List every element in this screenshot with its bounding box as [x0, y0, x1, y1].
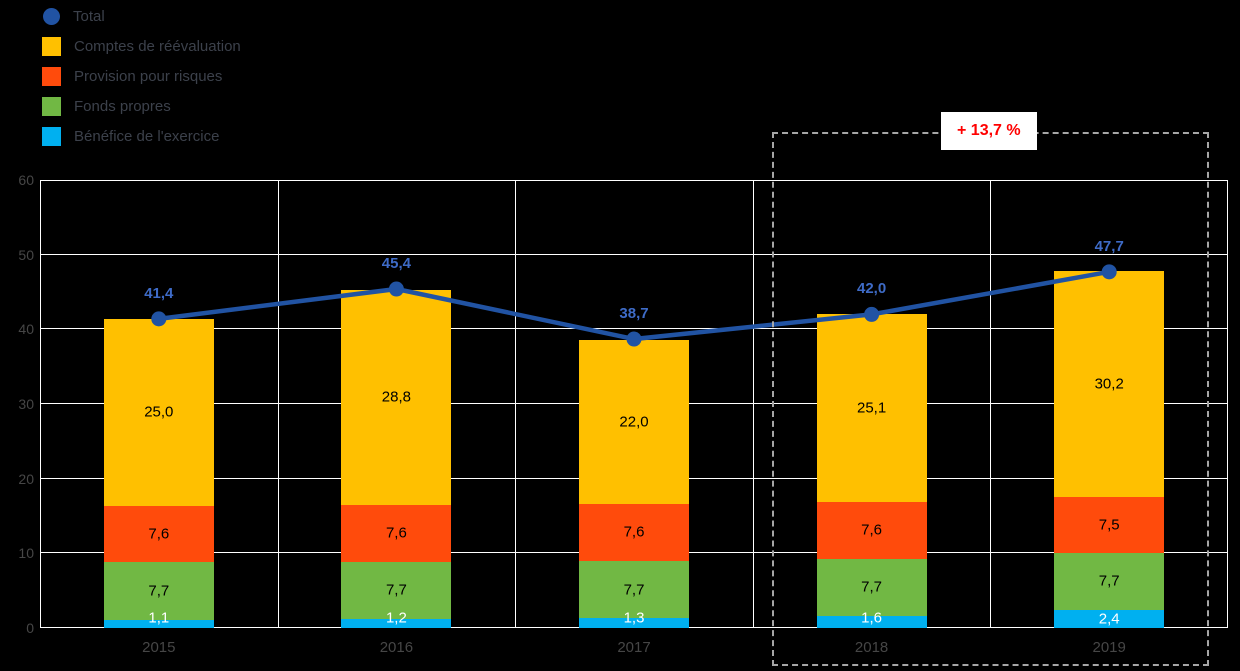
- total-value-label: 41,4: [144, 284, 174, 302]
- bar-value-label: 7,6: [861, 521, 883, 539]
- y-axis-tick: 0: [26, 620, 34, 636]
- y-axis-tick: 40: [18, 321, 34, 338]
- legend-item-0: Total: [42, 6, 241, 27]
- gridline-v: [515, 180, 517, 628]
- bar-value-label: 7,7: [1098, 572, 1120, 590]
- bar-value-label: 7,5: [1098, 516, 1120, 534]
- total-dot: [864, 306, 880, 322]
- bar-segment: [1054, 271, 1165, 497]
- gridline-h: [40, 328, 1228, 330]
- growth-annotation: + 13,7 %: [941, 112, 1037, 150]
- bar-value-label: 25,0: [144, 403, 174, 421]
- bar-segment: [579, 504, 689, 561]
- y-axis-tick: 60: [18, 172, 34, 188]
- legend-item-2: Provision pour risques: [42, 66, 241, 87]
- total-value-label: 42,0: [856, 280, 887, 298]
- total-dot: [1101, 264, 1117, 280]
- total-dot: [388, 281, 404, 297]
- x-axis-tick: 2018: [854, 639, 889, 656]
- bar-value-label: 28,8: [381, 388, 411, 406]
- legend-circle-marker: [43, 8, 60, 25]
- y-axis-tick: 30: [18, 396, 34, 412]
- bar-segment: [103, 562, 214, 620]
- bar-value-label: 25,1: [856, 399, 887, 417]
- bar-value-label: 1,1: [148, 609, 170, 627]
- bar-segment: [579, 560, 689, 619]
- total-line: [151, 264, 1117, 347]
- legend-label: Bénéfice de l'exercice: [74, 128, 220, 145]
- bar-value-label: 7,7: [623, 581, 645, 599]
- bar-value-label: 7,7: [385, 581, 407, 599]
- legend-label: Fonds propres: [74, 98, 171, 115]
- legend-square-marker: [42, 97, 61, 116]
- bar-value-label: 7,7: [148, 582, 170, 600]
- total-value-label: 47,7: [1094, 237, 1124, 255]
- bar-segment: [1054, 610, 1165, 628]
- bar-value-label: 2,4: [1098, 610, 1120, 628]
- bar-segment: [816, 314, 927, 502]
- gridline-v: [752, 180, 754, 628]
- legend-square-marker: [42, 67, 61, 86]
- legend-label: Provision pour risques: [74, 68, 223, 85]
- bar-value-label: 7,6: [623, 523, 645, 541]
- y-axis-tick: 50: [18, 246, 34, 263]
- bar-segment: [103, 318, 214, 506]
- total-value-label: 45,4: [381, 255, 411, 272]
- bar-segment: [816, 616, 927, 628]
- bar-value-label: 1,3: [623, 609, 645, 627]
- bar-value-label: 30,2: [1094, 375, 1124, 393]
- bar-segment: [103, 505, 214, 563]
- total-dot: [151, 311, 167, 327]
- total-dot: [626, 331, 642, 347]
- bar-segment: [341, 619, 452, 628]
- bar-value-label: 1,2: [385, 609, 407, 627]
- gridline-v: [277, 180, 279, 628]
- legend-item-3: Fonds propres: [42, 96, 241, 117]
- legend-label: Comptes de réévaluation: [74, 38, 241, 55]
- bar-segment: [579, 618, 689, 628]
- bar-value-label: 7,7: [861, 578, 883, 596]
- bar-segment: [341, 504, 452, 562]
- bar-segment: [341, 561, 452, 620]
- gridline-v: [1227, 180, 1228, 628]
- bar-segment: [579, 339, 689, 505]
- bar-segment: [103, 619, 214, 628]
- plot-area: 1,1 7,7 7,6 25,0 1,2 7,7 7,6 28,8 1,3 7,7 7,6 22,0 1…: [40, 180, 1228, 628]
- chart-legend: Total Comptes de réévaluation Provision po…: [42, 6, 241, 147]
- legend-square-marker: [42, 37, 61, 56]
- gridline-v: [40, 180, 41, 628]
- bar-value-label: 1,6: [861, 609, 883, 627]
- bar-segment: [341, 289, 452, 505]
- y-axis-tick: 10: [18, 545, 34, 562]
- x-axis-tick: 2017: [617, 639, 651, 656]
- bar-segment: [816, 558, 927, 617]
- x-axis-tick: 2016: [379, 639, 414, 656]
- highlight-dashed-rect: [772, 132, 1209, 666]
- bar-value-label: 22,0: [619, 413, 649, 431]
- legend-square-marker: [42, 127, 61, 146]
- x-axis-tick: 2015: [142, 639, 176, 656]
- legend-item-1: Comptes de réévaluation: [42, 36, 241, 57]
- x-axis-tick: 2019: [1092, 639, 1126, 656]
- gridline-h: [40, 180, 1228, 181]
- gridline-v: [990, 180, 992, 628]
- bar-value-label: 7,6: [148, 525, 170, 543]
- bar-segment: [1054, 496, 1165, 553]
- legend-item-4: Bénéfice de l'exercice: [42, 126, 241, 147]
- bar-segment: [1054, 552, 1165, 611]
- total-value-label: 38,7: [619, 305, 649, 323]
- bar-segment: [816, 501, 927, 559]
- y-axis-tick: 20: [18, 470, 34, 487]
- legend-label: Total: [73, 8, 105, 25]
- gridline-h: [40, 253, 1228, 255]
- bar-value-label: 7,6: [385, 524, 407, 542]
